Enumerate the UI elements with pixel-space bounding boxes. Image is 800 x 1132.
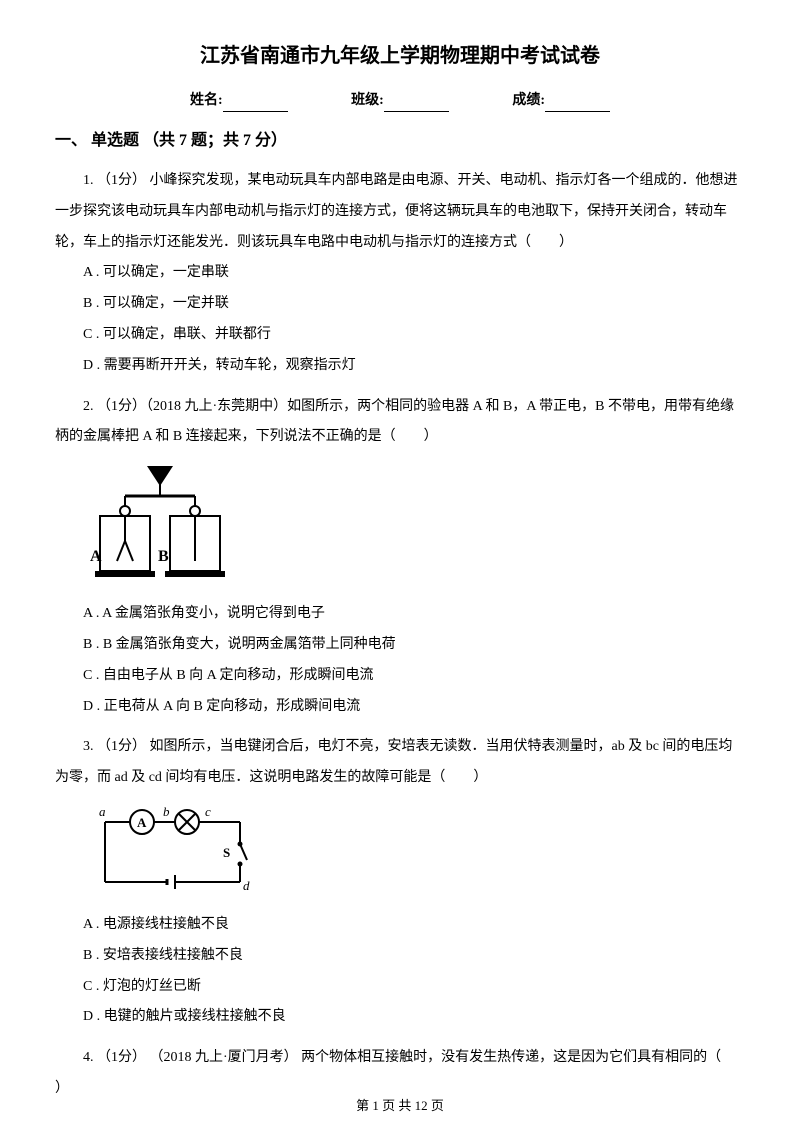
name-field: 姓名: <box>190 90 288 112</box>
name-label: 姓名: <box>190 93 223 108</box>
q3-option-a: A . 电源接线柱接触不良 <box>55 910 745 941</box>
class-blank <box>384 98 449 112</box>
q3-option-c: C . 灯泡的灯丝已断 <box>55 972 745 1003</box>
q2-option-a: A . A 金属箔张角变小，说明它得到电子 <box>55 599 745 630</box>
name-blank <box>223 98 288 112</box>
q2-option-c: C . 自由电子从 B 向 A 定向移动，形成瞬间电流 <box>55 661 745 692</box>
question-3: 3. （1分） 如图所示，当电键闭合后，电灯不亮，安培表无读数．当用伏特表测量时… <box>55 732 745 1033</box>
q4-text: 4. （1分） （2018 九上·厦门月考） 两个物体相互接触时，没有发生热传递… <box>55 1043 745 1074</box>
header-fields: 姓名: 班级: 成绩: <box>55 90 745 112</box>
question-1: 1. （1分） 小峰探究发现，某电动玩具车内部电路是由电源、开关、电动机、指示灯… <box>55 166 745 382</box>
q1-option-d: D . 需要再断开开关，转动车轮，观察指示灯 <box>55 351 745 382</box>
q2-text: 2. （1分）（2018 九上·东莞期中）如图所示，两个相同的验电器 A 和 B… <box>55 392 745 454</box>
q1-option-b: B . 可以确定，一定并联 <box>55 289 745 320</box>
q3-option-b: B . 安培表接线柱接触不良 <box>55 941 745 972</box>
svg-text:S: S <box>223 845 230 860</box>
score-label: 成绩: <box>512 93 545 108</box>
question-2: 2. （1分）（2018 九上·东莞期中）如图所示，两个相同的验电器 A 和 B… <box>55 392 745 723</box>
page-title: 江苏省南通市九年级上学期物理期中考试试卷 <box>55 40 745 72</box>
svg-text:a: a <box>99 804 106 819</box>
page-footer: 第 1 页 共 12 页 <box>0 1096 800 1117</box>
class-label: 班级: <box>351 93 384 108</box>
svg-text:d: d <box>243 878 250 893</box>
q3-option-d: D . 电键的触片或接线柱接触不良 <box>55 1002 745 1033</box>
class-field: 班级: <box>351 90 449 112</box>
q1-option-c: C . 可以确定，串联、并联都行 <box>55 320 745 351</box>
q1-text: 1. （1分） 小峰探究发现，某电动玩具车内部电路是由电源、开关、电动机、指示灯… <box>55 166 745 258</box>
q2-option-b: B . B 金属箔张角变大，说明两金属箔带上同种电荷 <box>55 630 745 661</box>
q2-option-d: D . 正电荷从 A 向 B 定向移动，形成瞬间电流 <box>55 692 745 723</box>
svg-text:b: b <box>163 804 170 819</box>
q2-figure: A B <box>85 461 745 591</box>
electroscope-label-a: A <box>90 548 102 565</box>
score-field: 成绩: <box>512 90 610 112</box>
electroscope-label-b: B <box>158 548 169 565</box>
q3-figure: A S a b c d <box>85 802 745 902</box>
score-blank <box>545 98 610 112</box>
svg-text:A: A <box>137 815 147 830</box>
section-header: 一、 单选题 （共 7 题；共 7 分） <box>55 128 745 154</box>
q1-option-a: A . 可以确定，一定串联 <box>55 258 745 289</box>
svg-text:c: c <box>205 804 211 819</box>
q3-text: 3. （1分） 如图所示，当电键闭合后，电灯不亮，安培表无读数．当用伏特表测量时… <box>55 732 745 794</box>
